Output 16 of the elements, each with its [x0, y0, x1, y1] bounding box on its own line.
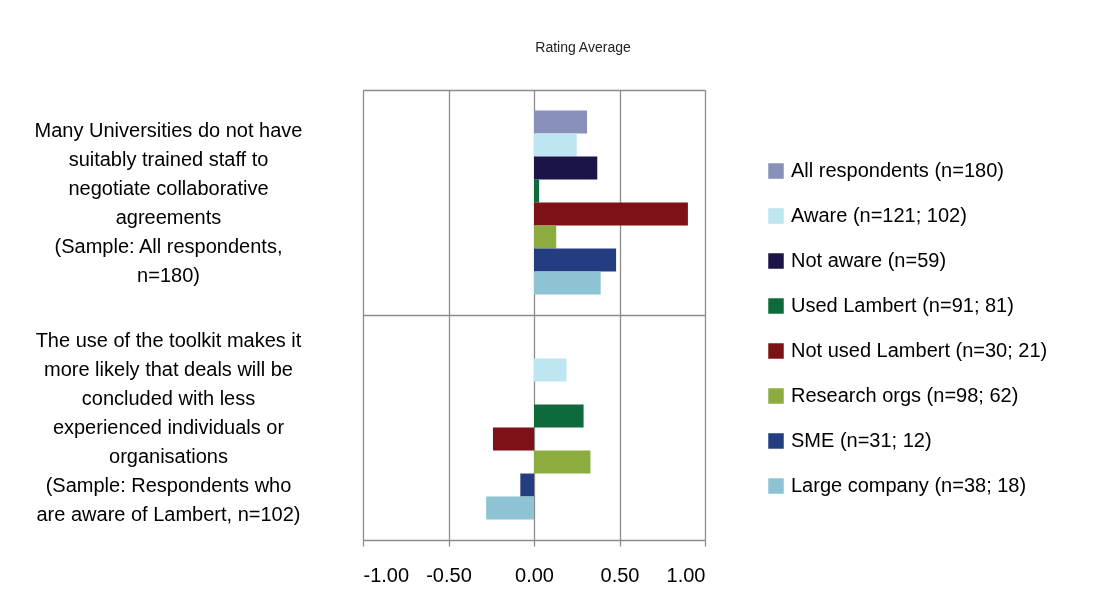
y-tick-label: Many Universities do not have suitably trained staff to negotiate collaborative agreements (Sample: All respondents, n=180) [34, 118, 303, 286]
legend-label: Not used Lambert (n=30; 21) [791, 339, 1048, 361]
x-tick-label: 0.00 [515, 563, 554, 586]
chart-title: Rating Average [535, 39, 631, 55]
x-tick-label: 0.50 [600, 563, 640, 586]
legend-label: SME (n=31; 12) [791, 429, 932, 451]
legend-label: Not aware (n=59) [791, 249, 947, 271]
legend-label: Research orgs (n=98; 62) [791, 384, 1019, 406]
x-tick-label: -0.50 [426, 563, 472, 586]
x-tick-label: -1.00 [363, 563, 410, 586]
y-tick-label: The use of the toolkit makes it more likely that deals will be concluded with less experienced individuals or organisations (Sample: Respondents who are aware of Lambert, n=102) [35, 329, 302, 525]
x-tick-label: 1.00 [666, 563, 706, 586]
legend-label: Aware (n=121; 102) [791, 204, 967, 226]
legend-label: All respondents (n=180) [791, 159, 1004, 181]
legend-label: Used Lambert (n=91; 81) [791, 294, 1014, 316]
legend-label: Large company (n=38; 18) [791, 474, 1027, 496]
